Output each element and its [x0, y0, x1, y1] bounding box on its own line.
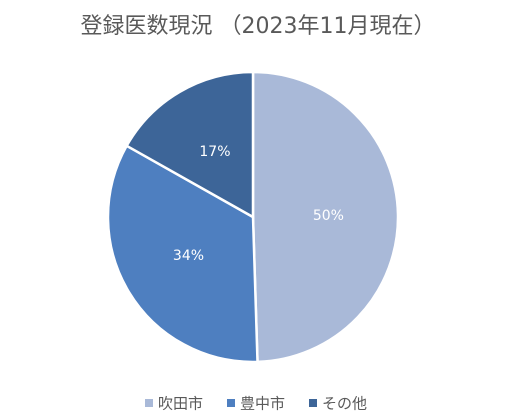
legend-label: その他: [322, 395, 367, 413]
legend-label: 吹田市: [158, 395, 203, 413]
legend-swatch: [227, 399, 235, 407]
pie-slice: [251, 70, 400, 364]
chart-title: 登録医数現況 （2023年11月現在）: [81, 14, 436, 39]
data-label: 50%: [313, 208, 344, 224]
legend-swatch: [309, 399, 317, 407]
pie-slice: [124, 70, 255, 220]
legend-label: 豊中市: [240, 395, 285, 413]
data-label: 17%: [199, 144, 230, 160]
data-label: 34%: [173, 248, 204, 264]
legend-swatch: [145, 399, 153, 407]
